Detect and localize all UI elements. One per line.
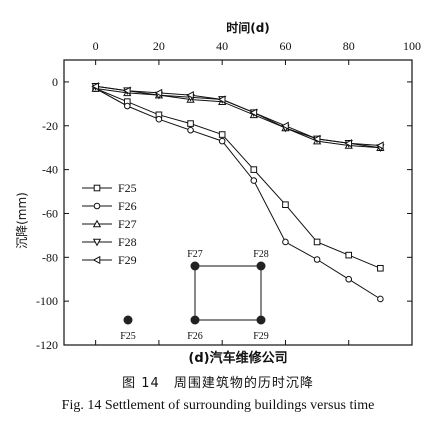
square-marker (377, 264, 384, 272)
legend: F25 F26 F27 F28 F29 (82, 181, 137, 267)
triangle-left-marker (92, 255, 101, 265)
tick-labels: 0 20 40 60 80 100 0 -20 -40 -60 -80 -100 -120 (36, 39, 421, 352)
triangle-left-marker (376, 141, 384, 150)
circle-marker (313, 256, 321, 263)
axis-ticks (64, 60, 413, 346)
x-tick-label: 100 (403, 39, 421, 53)
legend-label: F26 (118, 199, 137, 213)
circle-marker (250, 177, 258, 184)
triangle-left-marker (281, 121, 289, 130)
y-tick-label: -60 (42, 206, 58, 220)
inset-point-label: F25 (120, 331, 136, 342)
inset-point-label: F29 (253, 331, 269, 342)
circle-marker (155, 115, 163, 123)
figure-caption-en: Fig. 14 Settlement of surrounding buildi… (61, 398, 375, 413)
inset-point-label: F27 (187, 249, 203, 260)
x-tick-label: 60 (279, 39, 291, 53)
series-f26 (92, 85, 384, 303)
series-line (95, 88, 381, 269)
triangle-left-marker (122, 86, 131, 95)
chart-subtitle: (d)汽车维修公司 (188, 350, 287, 366)
x-tick-label: 80 (343, 39, 355, 53)
y-tick-label: 0 (52, 75, 58, 89)
inset-point (256, 315, 266, 325)
inset-point (190, 261, 200, 271)
circle-marker (282, 238, 289, 246)
circle-marker (345, 275, 353, 283)
circle-marker (377, 295, 384, 303)
circle-marker (187, 126, 194, 134)
square-marker (93, 184, 101, 192)
inset-layout-diagram: F25 F26 F27 F28 F29 (120, 249, 269, 342)
triangle-left-marker (312, 134, 321, 144)
y-axis-title: 沉降(mm) (15, 192, 29, 249)
inset-point-label: F28 (253, 249, 269, 260)
y-tick-label: -120 (36, 338, 58, 352)
triangle-left-marker (154, 88, 163, 98)
series-line (95, 85, 381, 149)
legend-label: F28 (118, 235, 137, 249)
legend-label: F29 (118, 253, 137, 267)
triangle-down-marker (92, 238, 102, 247)
series-f29 (91, 82, 384, 150)
inset-point (123, 315, 133, 325)
triangle-left-marker (186, 90, 194, 100)
series-f27 (91, 84, 385, 151)
figure-caption-cn: 图 14 周围建筑物的历时沉降 (122, 376, 314, 391)
circle-marker (123, 102, 131, 110)
square-marker (313, 238, 321, 246)
legend-label: F25 (118, 181, 137, 195)
inset-point-label: F26 (187, 331, 203, 342)
series-line (95, 85, 381, 146)
inset-point (190, 315, 200, 325)
square-marker (187, 120, 194, 127)
triangle-up-marker (92, 219, 102, 228)
circle-marker (218, 137, 226, 145)
series-line (95, 88, 381, 149)
x-axis-title: 时间(d) (226, 20, 270, 35)
square-marker (218, 131, 226, 138)
series-layer (91, 82, 385, 303)
x-tick-label: 40 (216, 39, 228, 53)
legend-label: F27 (118, 217, 137, 231)
triangle-left-marker (91, 82, 99, 91)
inset-point (256, 261, 266, 271)
square-marker (282, 201, 289, 208)
x-tick-label: 0 (93, 39, 99, 53)
y-tick-label: -80 (42, 250, 58, 264)
y-tick-label: -100 (36, 294, 58, 308)
inset-building-outline (194, 265, 262, 321)
triangle-left-marker (249, 108, 258, 117)
triangle-left-marker (344, 139, 353, 148)
y-tick-label: -20 (42, 119, 58, 133)
y-tick-label: -40 (42, 163, 58, 177)
plot-frame (63, 59, 413, 346)
triangle-left-marker (217, 95, 226, 104)
square-marker (345, 251, 353, 259)
series-line (95, 88, 381, 300)
square-marker (250, 166, 258, 173)
x-tick-label: 20 (153, 39, 165, 53)
circle-marker (93, 202, 101, 210)
